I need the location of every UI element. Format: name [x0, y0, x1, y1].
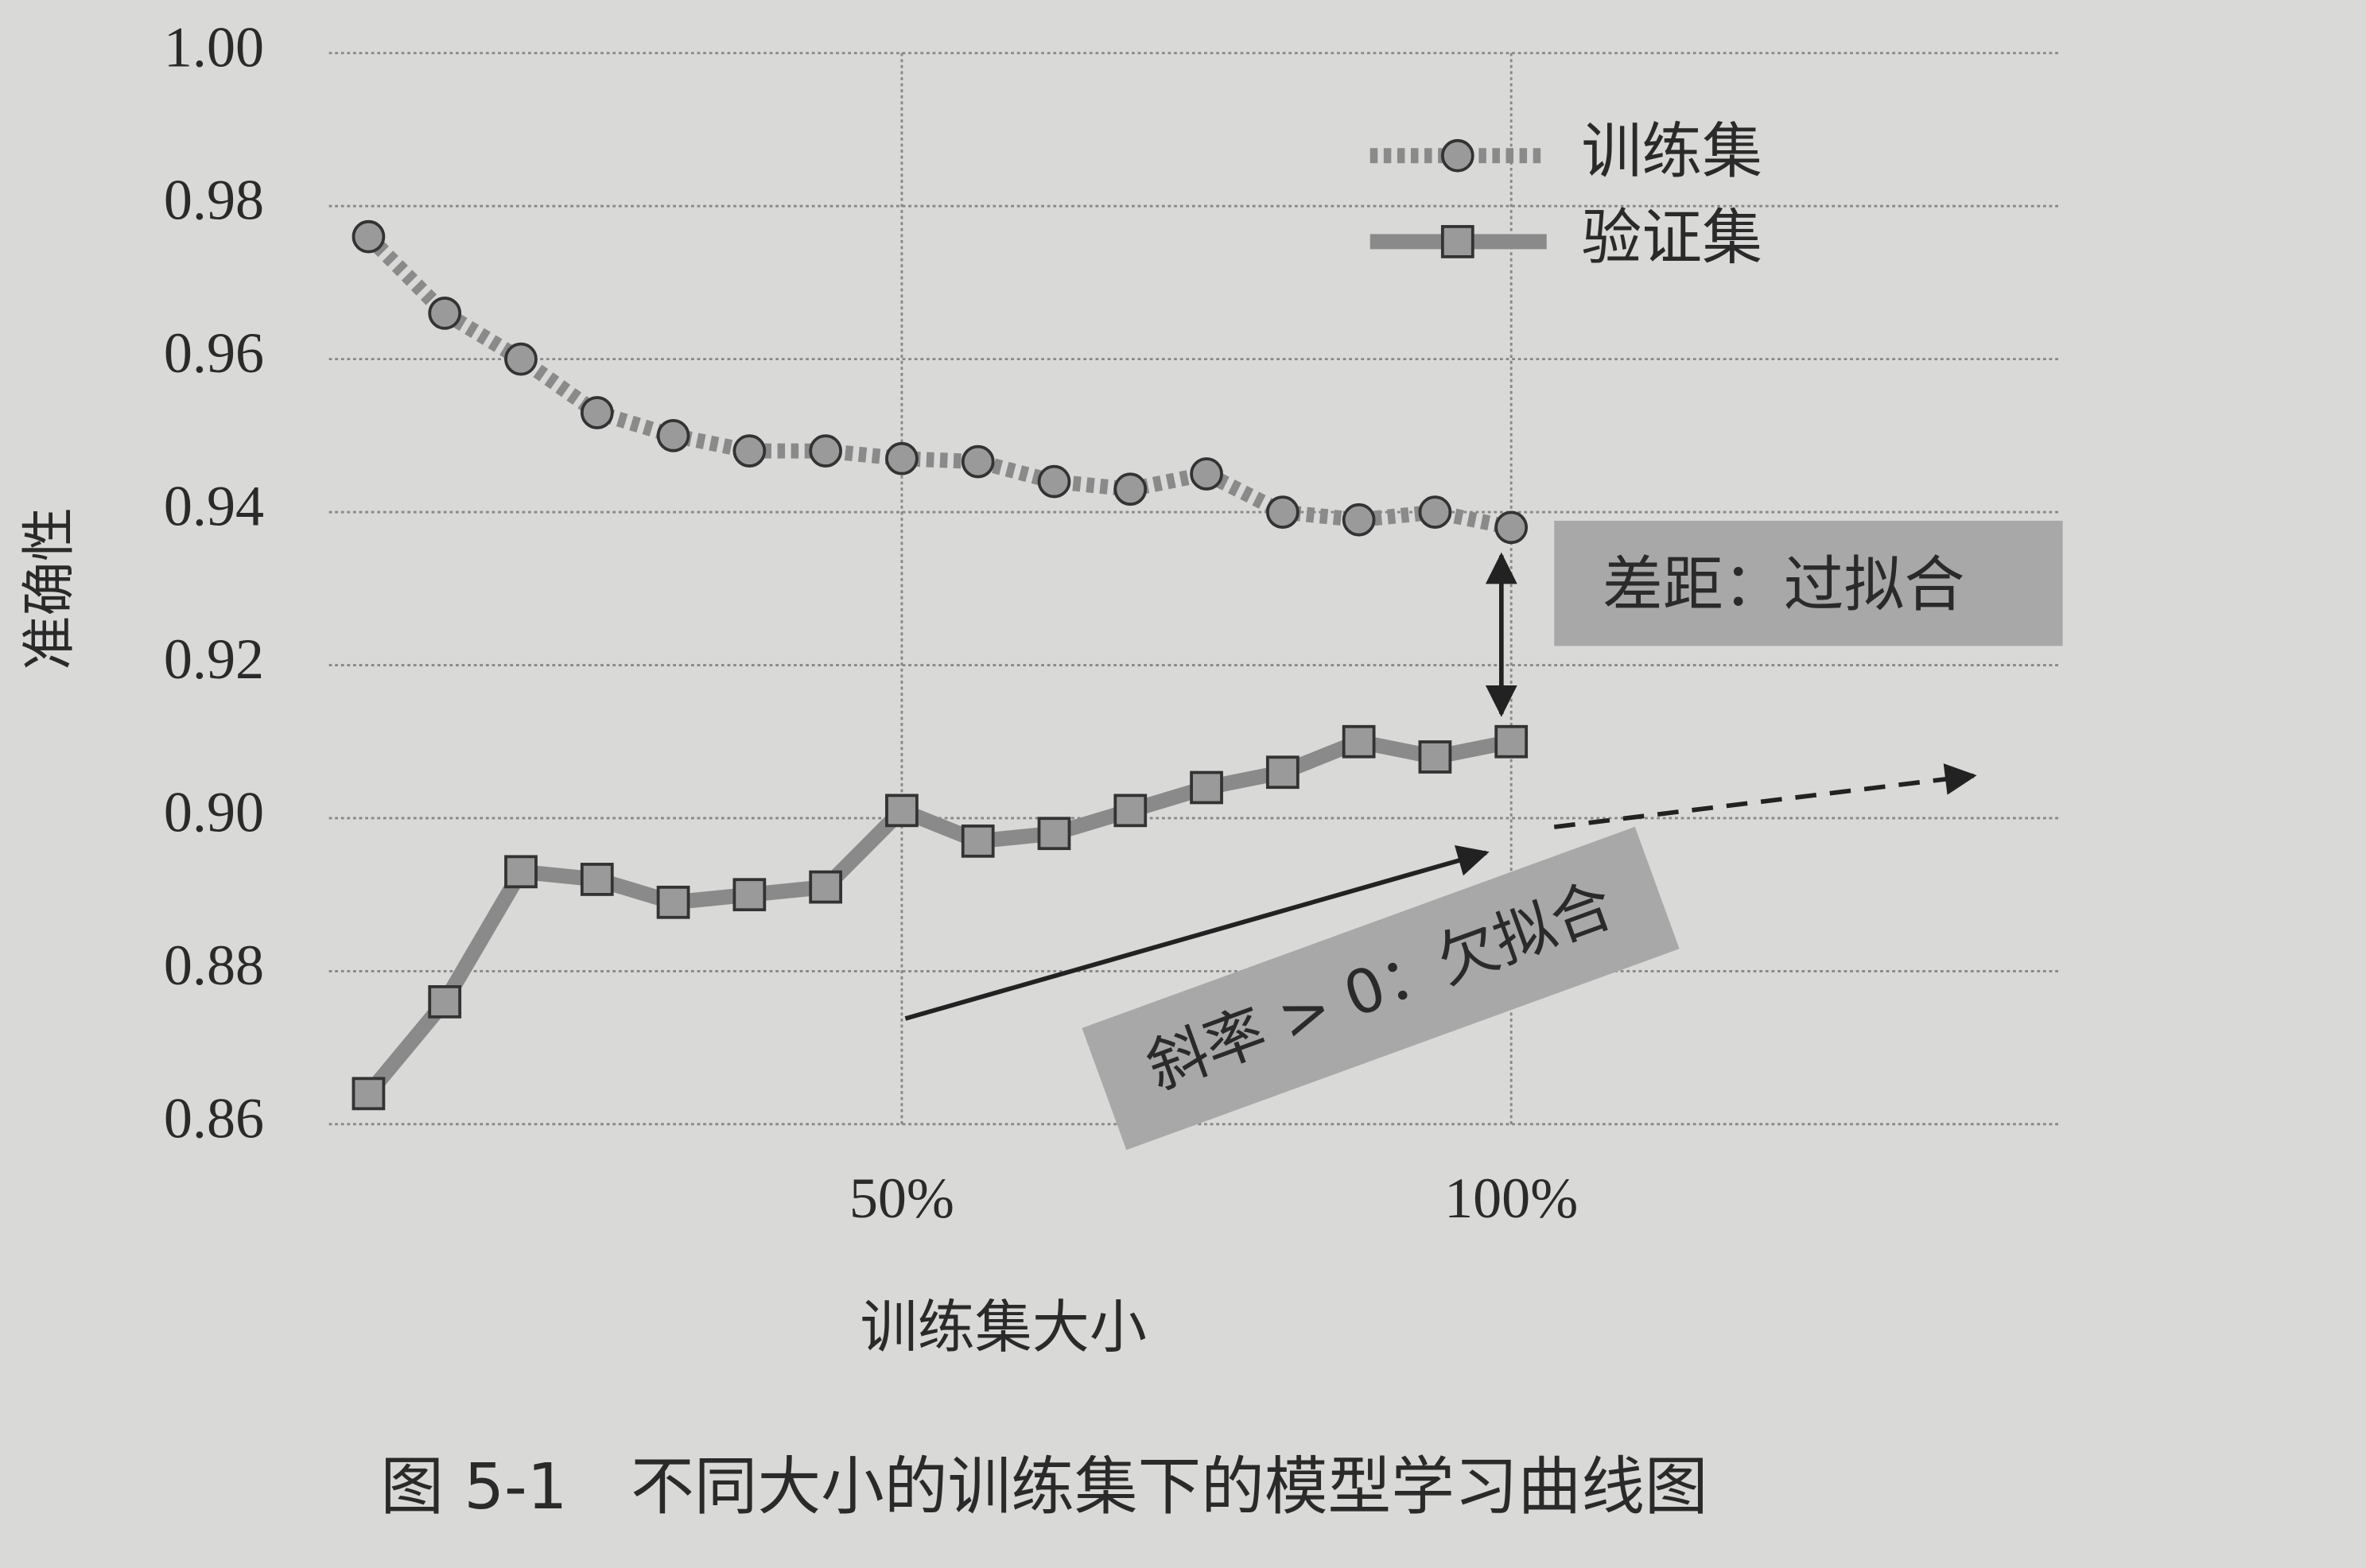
point: [1037, 464, 1071, 499]
point: [961, 824, 995, 858]
point: [352, 1077, 386, 1111]
point: [1113, 794, 1148, 828]
point: [1113, 472, 1148, 506]
y-tick-label: 0.96: [164, 321, 264, 385]
point: [428, 297, 462, 330]
point: [1418, 495, 1452, 529]
point: [1342, 503, 1376, 537]
caption: 图 5-1 不同大小的训练集下的模型学习曲线图: [380, 1450, 1707, 1523]
arrow: [904, 845, 1490, 1021]
annotation-box: [1554, 520, 2063, 646]
y-tick-label: 1.00: [164, 15, 264, 79]
point: [1265, 755, 1300, 790]
series-line: [363, 231, 1513, 535]
point: [809, 434, 843, 468]
point: [885, 794, 919, 828]
annotation-group: 差距：过拟合: [1554, 520, 2063, 646]
y-tick-label: 0.92: [164, 627, 264, 691]
x-tick-label: 50%: [849, 1166, 954, 1230]
legend-marker: [1440, 225, 1474, 258]
point: [352, 219, 386, 254]
point: [1265, 495, 1300, 529]
point: [504, 855, 538, 889]
point: [656, 418, 690, 452]
point: [732, 878, 767, 912]
point: [580, 396, 614, 429]
point: [961, 444, 995, 479]
x-tick-label: 100%: [1444, 1166, 1578, 1230]
point: [885, 441, 919, 475]
point: [732, 434, 767, 468]
point: [1190, 457, 1223, 491]
y-tick-label: 0.86: [164, 1086, 264, 1150]
x-axis-label: 训练集大小: [861, 1294, 1147, 1361]
legend-label: 验证集: [1581, 203, 1762, 273]
y-tick-label: 0.88: [164, 933, 264, 997]
point: [428, 985, 462, 1019]
arrow: [1553, 763, 1977, 829]
point: [1342, 724, 1376, 759]
y-tick-label: 0.94: [164, 475, 264, 538]
point: [656, 885, 690, 919]
annotation-box: [1082, 826, 1680, 1151]
point: [809, 870, 843, 904]
y-tick-label: 0.98: [164, 169, 264, 232]
point: [504, 342, 538, 376]
legend-label: 训练集: [1581, 117, 1762, 187]
point: [1190, 770, 1223, 805]
annotation: 差距：过拟合: [1603, 549, 1964, 619]
point: [1037, 817, 1071, 851]
y-tick-label: 0.90: [164, 781, 264, 844]
point: [1418, 740, 1452, 774]
legend-marker: [1440, 138, 1474, 173]
point: [1494, 724, 1529, 759]
point: [1494, 510, 1529, 545]
y-axis-label: 准确性: [18, 507, 81, 670]
point: [580, 863, 614, 896]
series-line: [363, 733, 1513, 1099]
